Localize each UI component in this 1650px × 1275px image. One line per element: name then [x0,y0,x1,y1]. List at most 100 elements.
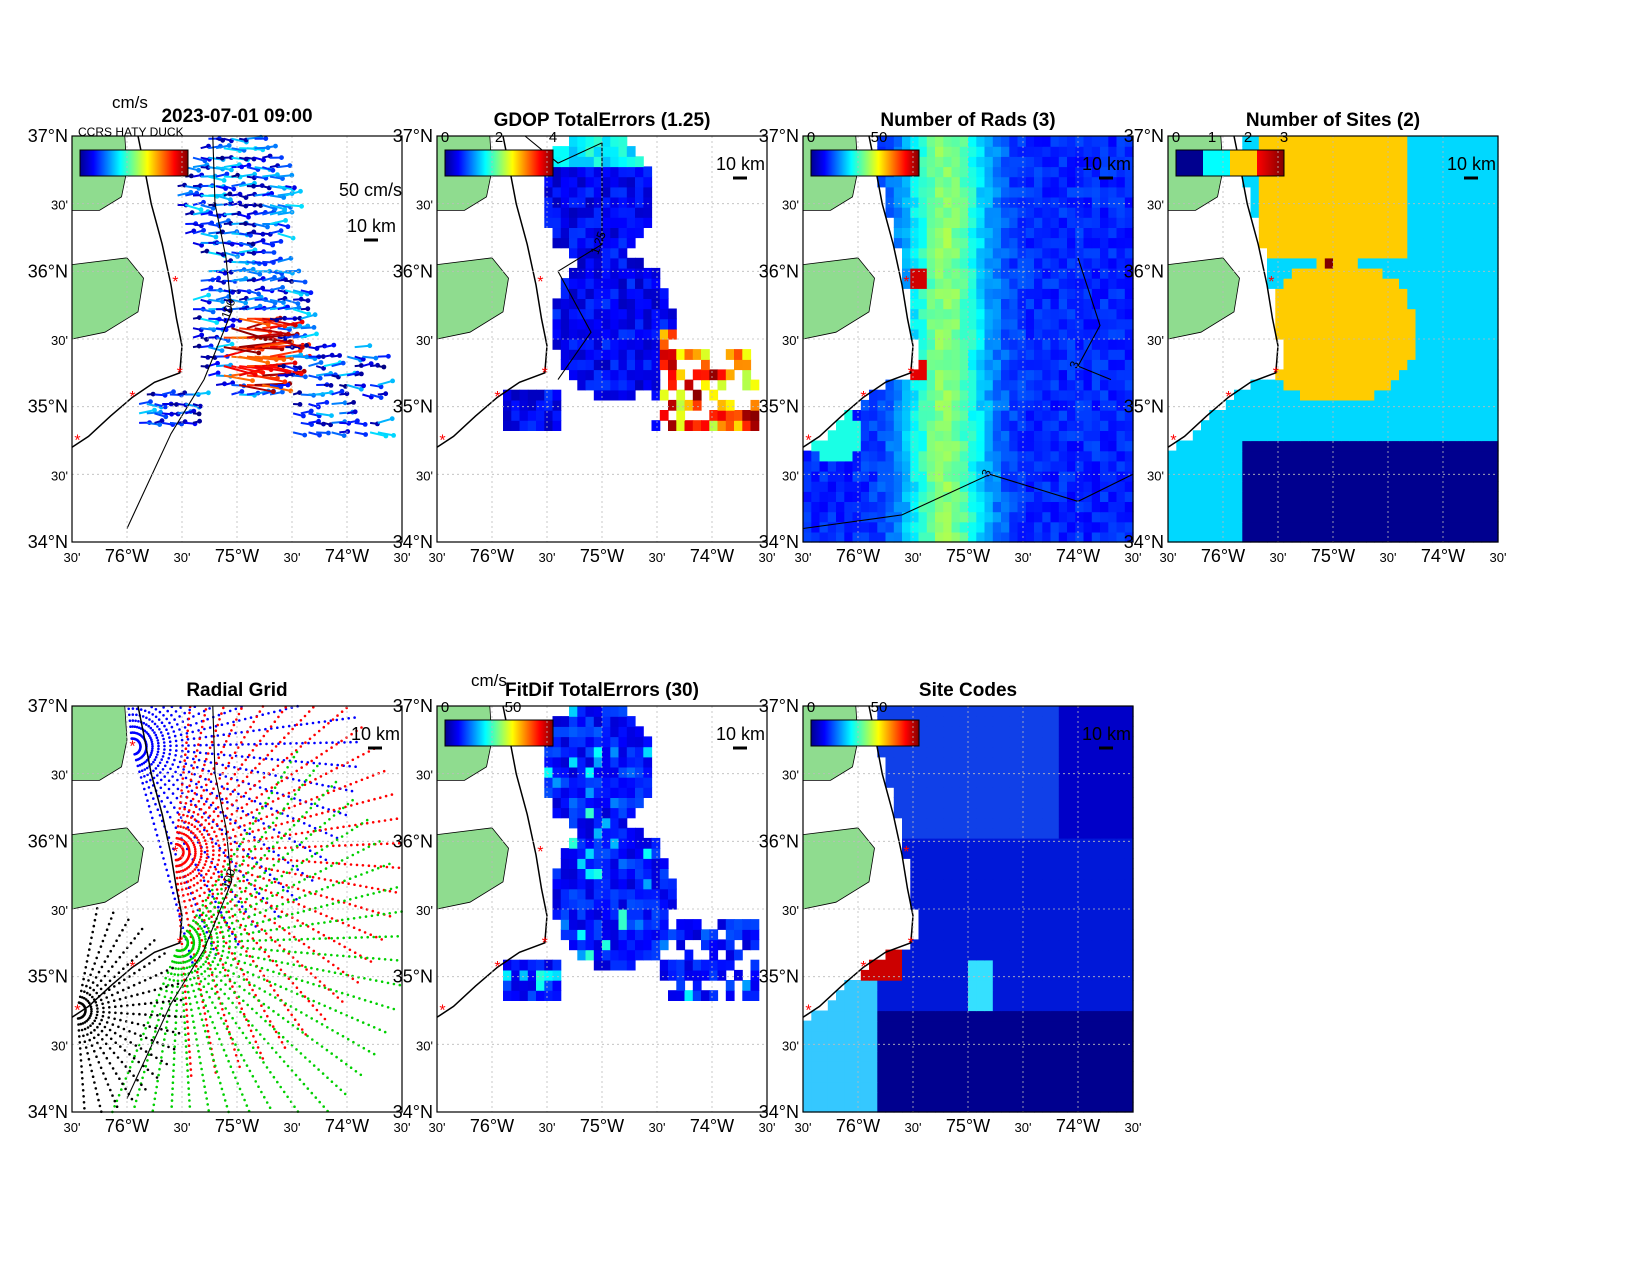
radial-grid-point [236,942,240,946]
heatmap-cell [951,460,961,472]
heatmap-cell [1184,521,1194,533]
radial-grid-point [179,706,182,709]
heatmap-cell [1399,136,1408,147]
heatmap-cell [1083,430,1093,442]
heatmap-cell [1324,481,1334,492]
heatmap-cell [1341,491,1351,502]
heatmap-cell [1209,440,1219,452]
heatmap-cell [1034,410,1043,421]
current-vector [346,384,362,391]
radial-grid-point [215,794,219,798]
heatmap-cell [1456,349,1466,360]
heatmap-cell [1100,531,1109,543]
heatmap-cell [976,430,986,442]
heatmap-cell [635,318,644,330]
heatmap-cell [819,481,829,492]
heatmap-cell [976,227,986,239]
heatmap-cell [1116,369,1126,381]
heatmap-cell [976,339,986,350]
radial-grid-point [130,737,133,740]
radial-grid-point [246,755,250,759]
heatmap-cell [926,328,936,340]
site-marker: * [439,433,445,450]
heatmap-cell [976,460,986,472]
radial-grid-point [195,889,199,892]
heatmap-cell [992,450,1002,462]
heatmap-cell [1058,328,1068,340]
heatmap-cell [602,227,611,239]
heatmap-cell [1217,410,1227,421]
heatmap-cell [1465,146,1474,157]
heatmap-cell [1009,389,1019,401]
heatmap-cell [1108,410,1118,421]
radial-grid-point [204,752,208,755]
heatmap-cell [1423,440,1433,452]
heatmap-cell [992,440,1002,452]
heatmap-cell [1432,389,1441,401]
heatmap-cell [1374,217,1384,228]
heatmap-cell [1067,501,1076,513]
heatmap-cell [984,491,994,502]
heatmap-cell [552,196,562,208]
heatmap-cell [1258,186,1268,198]
radial-grid-point [196,863,200,867]
heatmap-cell [1042,176,1052,188]
radial-grid-point [135,725,139,729]
heatmap-cell [1283,166,1293,178]
lon-tick-label: 30' [1015,550,1032,565]
radial-grid-point [253,887,257,891]
heatmap-cell [1225,440,1235,452]
heatmap-cell [968,521,977,533]
heatmap-cell [910,491,920,502]
radial-grid-point [212,810,216,813]
heatmap-cell [1050,227,1060,239]
heatmap-cell [643,196,653,208]
heatmap-cell [1390,257,1400,269]
heatmap-cell [951,278,961,289]
heatmap-cell [984,136,994,147]
site-marker: * [908,365,914,382]
heatmap-cell [1250,481,1260,492]
heatmap-cell [1116,470,1126,482]
heatmap-cell [635,328,644,340]
heatmap-cell [1283,531,1293,543]
radial-grid-point [281,885,285,889]
radial-grid-point [187,865,190,869]
heatmap-cell [593,278,603,289]
radial-grid-point [265,742,268,746]
heatmap-cell [1333,531,1342,543]
heatmap-cell [1275,521,1285,533]
radial-grid-point [350,789,354,793]
heatmap-cell [918,298,928,310]
radial-grid-point [215,888,219,891]
heatmap-cell [1341,217,1351,228]
heatmap-cell [1283,491,1293,502]
radial-grid-point [224,854,227,857]
current-vector [192,210,209,216]
heatmap-cell [1415,410,1425,421]
radial-grid-point [169,767,172,771]
heatmap-cell [844,481,854,492]
heatmap-cell [844,531,854,543]
radial-grid-point [180,755,183,758]
heatmap-cell [1489,207,1499,218]
heatmap-cell [610,136,620,147]
colorbar [79,149,189,177]
heatmap-cell [560,176,570,188]
heatmap-cell [1291,237,1301,249]
heatmap-cell [836,430,845,442]
heatmap-cell [1456,186,1466,198]
heatmap-cell [651,379,661,391]
heatmap-cell [935,369,944,381]
heatmap-cell [1324,450,1334,462]
heatmap-cell [918,531,928,543]
radial-grid-point [145,766,149,770]
radial-grid-point [205,743,208,747]
radial-grid-point [205,856,209,860]
radial-grid-point [355,740,358,744]
heatmap-cell [544,176,554,188]
heatmap-cell [1456,156,1466,168]
heatmap-cell [610,298,620,310]
vector-head [331,342,337,348]
heatmap-cell [1448,318,1458,330]
